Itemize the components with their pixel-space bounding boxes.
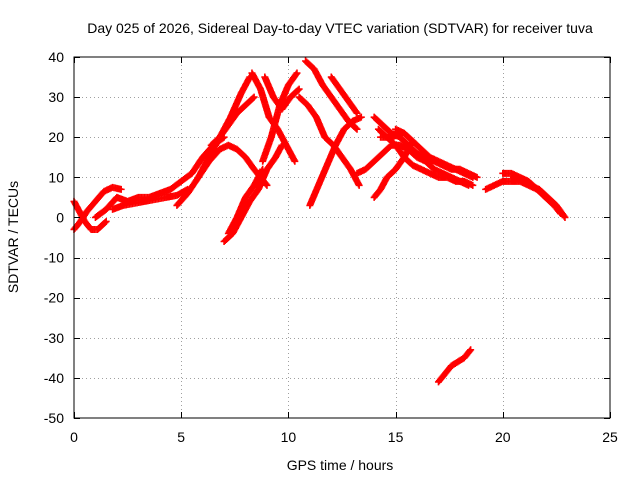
data-point: [293, 69, 301, 77]
data-point: [291, 157, 299, 165]
data-point-interp: [560, 212, 568, 220]
data-point: [117, 185, 125, 193]
x-axis-label: GPS time / hours: [287, 457, 394, 473]
data-point-interp: [352, 124, 360, 132]
data-point: [355, 181, 363, 189]
x-tick-label: 5: [177, 429, 185, 445]
x-tick-label: 10: [281, 429, 297, 445]
data-point-interp: [294, 86, 302, 94]
y-tick-label: 0: [56, 209, 64, 225]
plot-frame: [73, 56, 611, 419]
data-point: [467, 346, 475, 354]
data-point: [357, 113, 365, 121]
data-point-interp: [292, 70, 300, 78]
data-point: [409, 137, 417, 145]
y-tick-label: 40: [48, 49, 64, 65]
y-tick-label: -50: [44, 410, 64, 426]
data-point: [250, 93, 258, 101]
y-tick-label: 10: [48, 169, 64, 185]
data-point: [561, 213, 569, 221]
x-tick-label: 25: [602, 429, 618, 445]
y-tick-label: -40: [44, 370, 64, 386]
data-points: [70, 57, 569, 386]
y-axis-label: SDTVAR / TECUs: [5, 181, 21, 293]
data-point: [353, 109, 361, 117]
y-tick-label: -20: [44, 290, 64, 306]
data-point: [469, 173, 477, 181]
data-point-interp: [101, 218, 109, 226]
x-tick-label: 20: [495, 429, 511, 445]
x-tick-label: 0: [70, 429, 78, 445]
axis-ticks: [74, 57, 611, 419]
tick-labels: 0 5 10 15 20 25 -50 -40 -30 -20 -10 0 10 20 30 40: [44, 49, 618, 445]
y-tick-label: 20: [48, 129, 64, 145]
data-point-interp: [249, 94, 257, 102]
y-tick-label: 30: [48, 89, 64, 105]
data-point-interp: [352, 108, 360, 116]
data-point: [102, 217, 110, 225]
data-point-interp: [466, 347, 474, 355]
data-point: [398, 129, 406, 137]
data-point: [263, 181, 271, 189]
x-tick-label: 15: [388, 429, 404, 445]
y-tick-label: -10: [44, 250, 64, 266]
data-point: [259, 165, 267, 173]
data-point: [353, 125, 361, 133]
chart-title: Day 025 of 2026, Sidereal Day-to-day VTE…: [87, 20, 593, 36]
data-point: [469, 181, 477, 189]
data-point: [295, 85, 303, 93]
y-tick-label: -30: [44, 330, 64, 346]
